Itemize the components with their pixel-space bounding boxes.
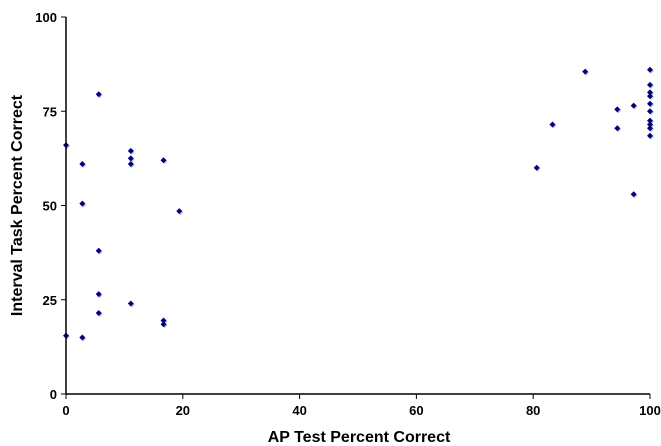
y-axis-title: Interval Task Percent Correct (9, 94, 26, 316)
data-point (647, 89, 653, 96)
data-point (647, 125, 653, 132)
data-point (95, 309, 102, 316)
data-point (630, 102, 637, 109)
data-point (160, 321, 167, 328)
data-point (176, 208, 183, 215)
data-point (647, 117, 653, 124)
data-point (79, 161, 86, 168)
data-point (647, 121, 653, 128)
data-point (160, 157, 167, 164)
data-point (533, 164, 540, 171)
y-tick-label: 50 (43, 199, 57, 214)
data-point (630, 191, 637, 198)
x-axis-title: AP Test Percent Correct (268, 429, 451, 446)
data-point (647, 93, 653, 100)
x-axis-ticks: 0 20 40 60 80 100 (62, 394, 661, 418)
x-tick-label: 40 (292, 403, 306, 418)
data-point (614, 106, 621, 113)
data-point (647, 100, 653, 107)
data-point (127, 155, 134, 162)
y-tick-label: 75 (43, 104, 57, 119)
data-point (647, 108, 653, 115)
data-point (79, 200, 86, 207)
y-tick-label: 0 (50, 387, 57, 402)
data-point (647, 66, 653, 73)
data-point (127, 161, 134, 168)
data-point (95, 247, 102, 254)
data-point (95, 291, 102, 298)
data-point (582, 68, 589, 75)
y-axis-ticks: 0 25 50 75 100 (35, 10, 66, 402)
data-point (79, 334, 86, 341)
x-tick-label: 0 (62, 403, 69, 418)
data-point (127, 300, 134, 307)
x-tick-label: 60 (409, 403, 423, 418)
data-point (127, 147, 134, 154)
data-point (160, 317, 167, 324)
data-point (549, 121, 556, 128)
y-tick-label: 100 (35, 10, 57, 25)
y-tick-label: 25 (43, 293, 57, 308)
x-tick-label: 100 (639, 403, 661, 418)
x-tick-label: 20 (176, 403, 190, 418)
data-points (63, 66, 654, 342)
x-tick-label: 80 (526, 403, 540, 418)
data-point (647, 81, 653, 88)
data-point (614, 125, 621, 132)
data-point (95, 91, 102, 98)
data-point (647, 132, 653, 139)
